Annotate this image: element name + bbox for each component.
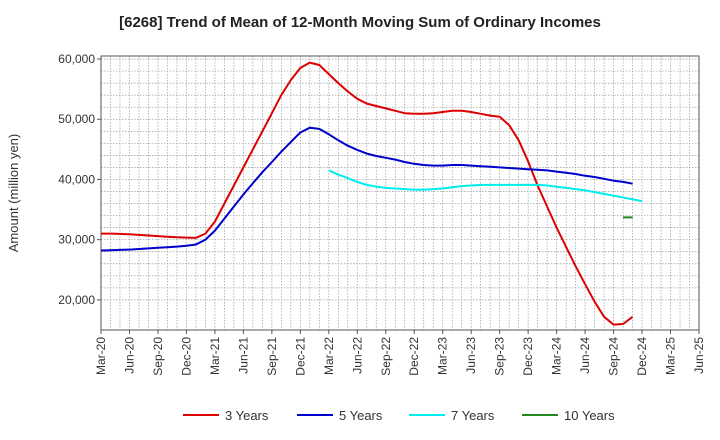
x-axis-ticks: Mar-20 Jun-20 Sep-20 Dec-20 Mar-21 Jun-21 Sep-…: [94, 330, 706, 376]
x-tick-label: Dec-22: [407, 337, 421, 376]
x-tick-label: Mar-23: [436, 337, 450, 375]
grid-lines: [100, 56, 700, 330]
legend-label-3-years: 3 Years: [225, 408, 269, 423]
x-tick-label: Dec-24: [635, 337, 649, 376]
y-tick-label: 20,000: [58, 293, 95, 307]
x-tick-label: Dec-20: [179, 337, 193, 376]
y-tick-label: 60,000: [58, 52, 95, 66]
plot-area: [100, 55, 700, 331]
series-line-7-years: [328, 169, 643, 203]
series-line-5-years: [100, 126, 633, 252]
x-tick-label: Mar-20: [94, 337, 108, 375]
x-tick-label: Sep-24: [607, 337, 621, 376]
x-tick-label: Dec-23: [521, 337, 535, 376]
x-tick-label: Sep-23: [493, 337, 507, 376]
legend-label-10-years: 10 Years: [564, 408, 615, 423]
chart-title: [6268] Trend of Mean of 12-Month Moving …: [119, 14, 601, 31]
x-tick-label: Sep-20: [151, 337, 165, 376]
x-tick-label: Jun-24: [578, 337, 592, 374]
y-axis-ticks: 20,000 30,000 40,000 50,000 60,000: [58, 52, 101, 307]
x-tick-label: Jun-25: [692, 337, 706, 374]
y-tick-label: 30,000: [58, 233, 95, 247]
x-tick-label: Jun-22: [350, 337, 364, 374]
x-tick-label: Mar-25: [664, 337, 678, 375]
x-tick-label: Jun-23: [464, 337, 478, 374]
x-tick-label: Jun-21: [236, 337, 250, 374]
x-tick-label: Sep-21: [265, 337, 279, 376]
series-line-3-years: [101, 61, 634, 326]
legend-label-7-years: 7 Years: [451, 408, 495, 423]
legend: 3 Years 5 Years 7 Years 10 Years: [183, 408, 615, 423]
y-axis-title: Amount (million yen): [6, 134, 21, 253]
x-tick-label: Mar-21: [208, 337, 222, 375]
x-tick-label: Dec-21: [293, 337, 307, 376]
x-tick-label: Mar-24: [550, 337, 564, 375]
y-tick-label: 50,000: [58, 112, 95, 126]
y-tick-label: 40,000: [58, 172, 95, 186]
series-lines: [100, 61, 643, 326]
x-tick-label: Jun-20: [122, 337, 136, 374]
legend-label-5-years: 5 Years: [339, 408, 383, 423]
x-tick-label: Mar-22: [322, 337, 336, 375]
x-tick-label: Sep-22: [379, 337, 393, 376]
